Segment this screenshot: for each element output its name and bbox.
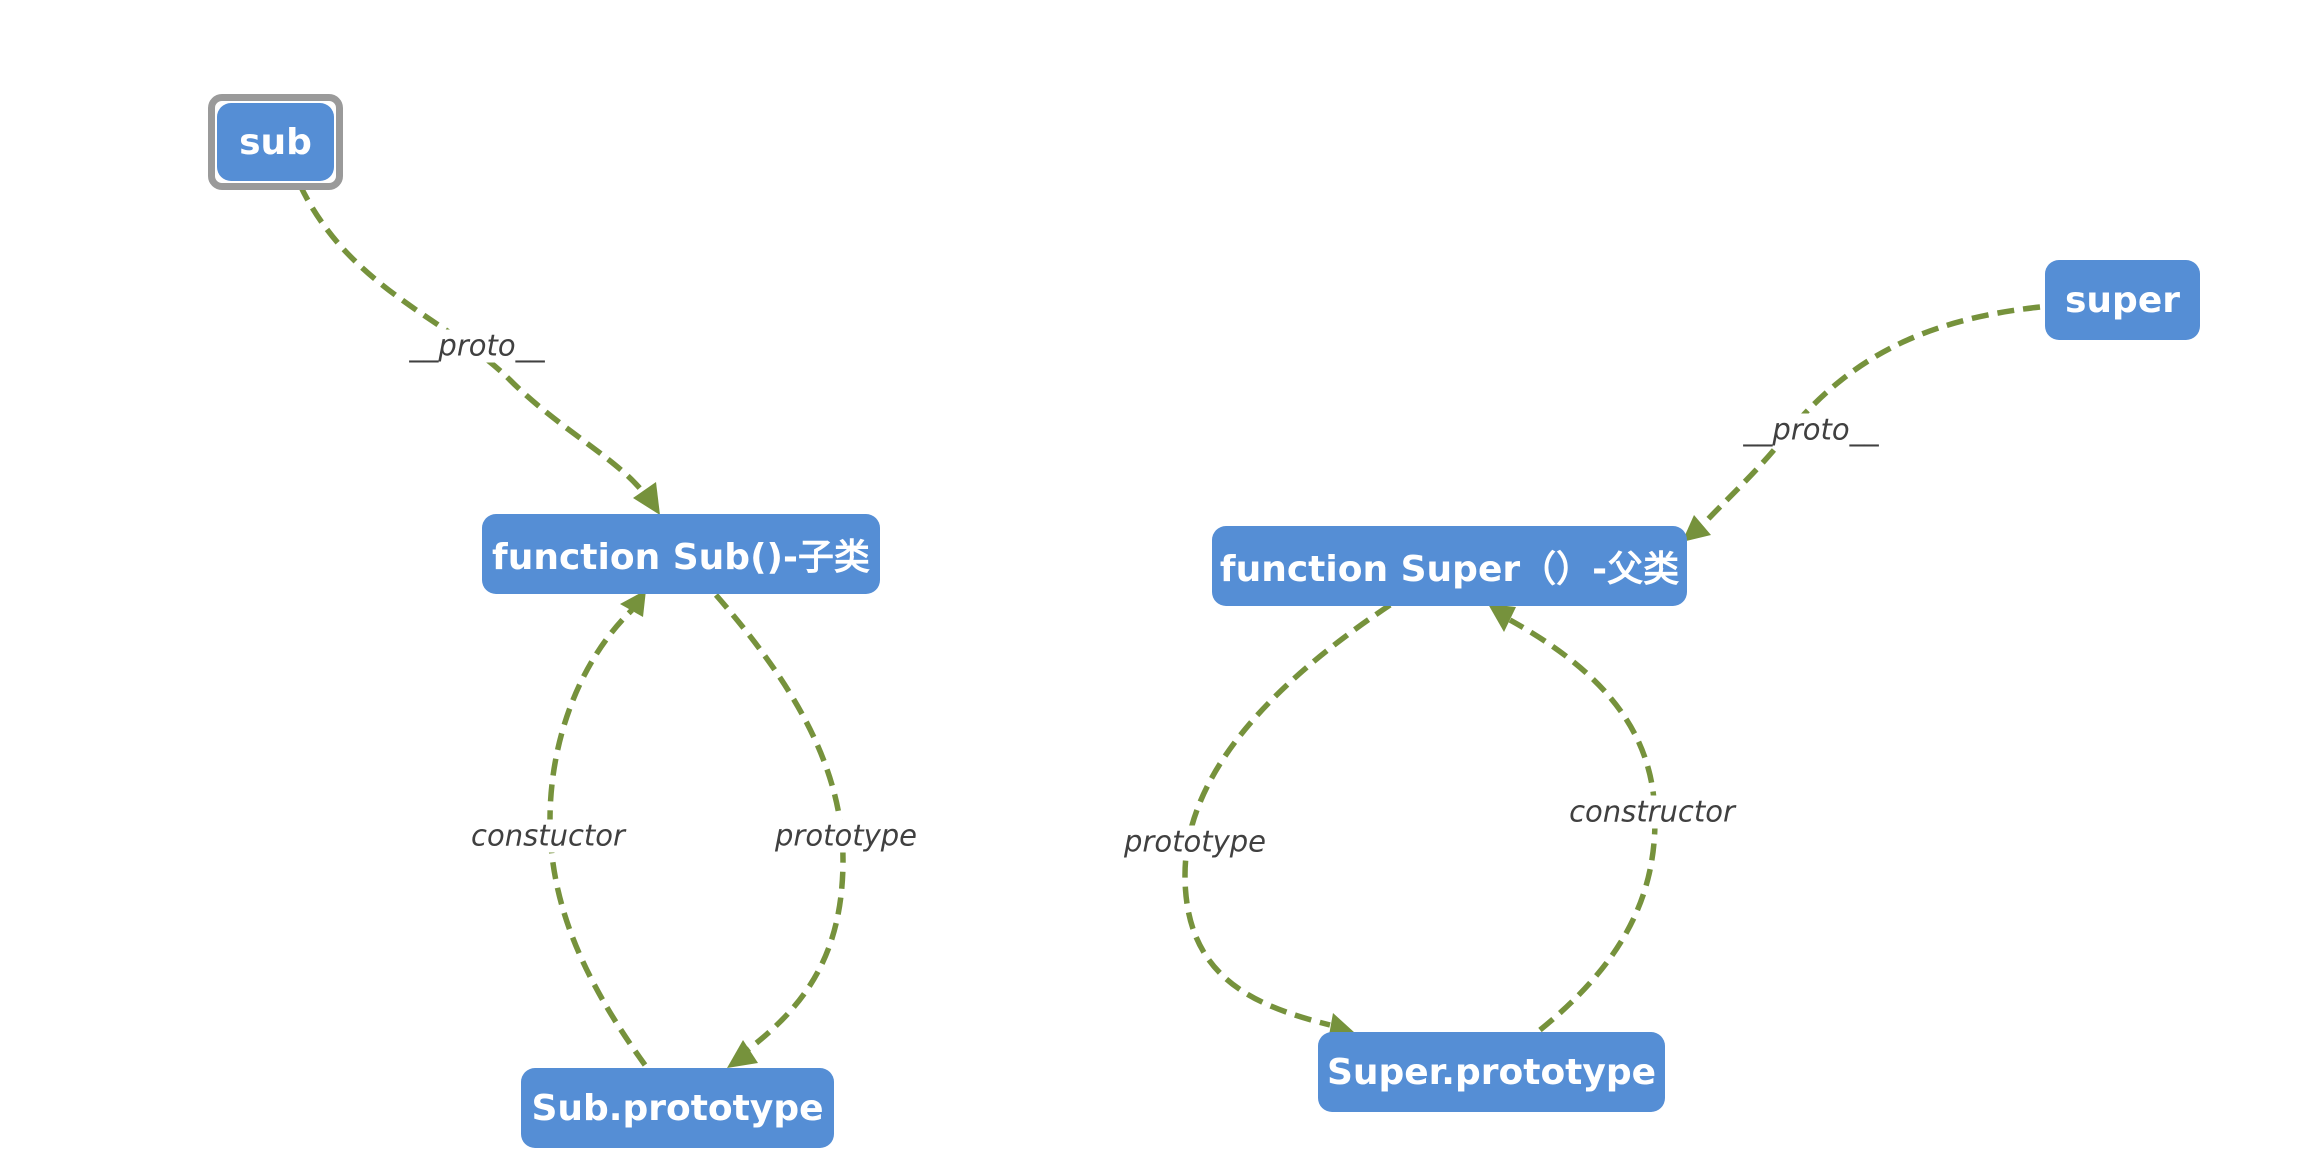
- edge-label-sub-prototype: prototype: [773, 818, 919, 853]
- arrow-head: [633, 482, 660, 515]
- edge-sub-prototype[interactable]: [713, 593, 846, 1055]
- arrow-head: [1488, 604, 1516, 632]
- node-function-sub[interactable]: function Sub()-子类: [482, 514, 880, 594]
- edge-label-super-proto: __proto__: [1741, 412, 1881, 447]
- edge-label-super-prototype: prototype: [1122, 824, 1268, 859]
- edge-super-prototype[interactable]: [1182, 602, 1392, 1028]
- edge-label-sub-proto: __proto__: [407, 328, 547, 363]
- arrow-head: [727, 1040, 758, 1068]
- edge-label-sub-constructor: constuctor: [469, 818, 627, 853]
- edge-super-proto[interactable]: [1697, 304, 2041, 530]
- selection-frame: [208, 94, 343, 190]
- arrow-head: [1682, 515, 1711, 542]
- edge-label-super-constructor: constructor: [1567, 794, 1737, 829]
- node-function-super[interactable]: function Super（）-父类: [1212, 526, 1687, 606]
- node-sub[interactable]: sub: [217, 103, 334, 181]
- arrow-head: [620, 590, 646, 617]
- node-super[interactable]: super: [2045, 260, 2200, 340]
- edge-sub-proto[interactable]: [297, 183, 649, 498]
- node-super-prototype[interactable]: Super.prototype: [1318, 1032, 1665, 1112]
- node-sub-prototype[interactable]: Sub.prototype: [521, 1068, 834, 1148]
